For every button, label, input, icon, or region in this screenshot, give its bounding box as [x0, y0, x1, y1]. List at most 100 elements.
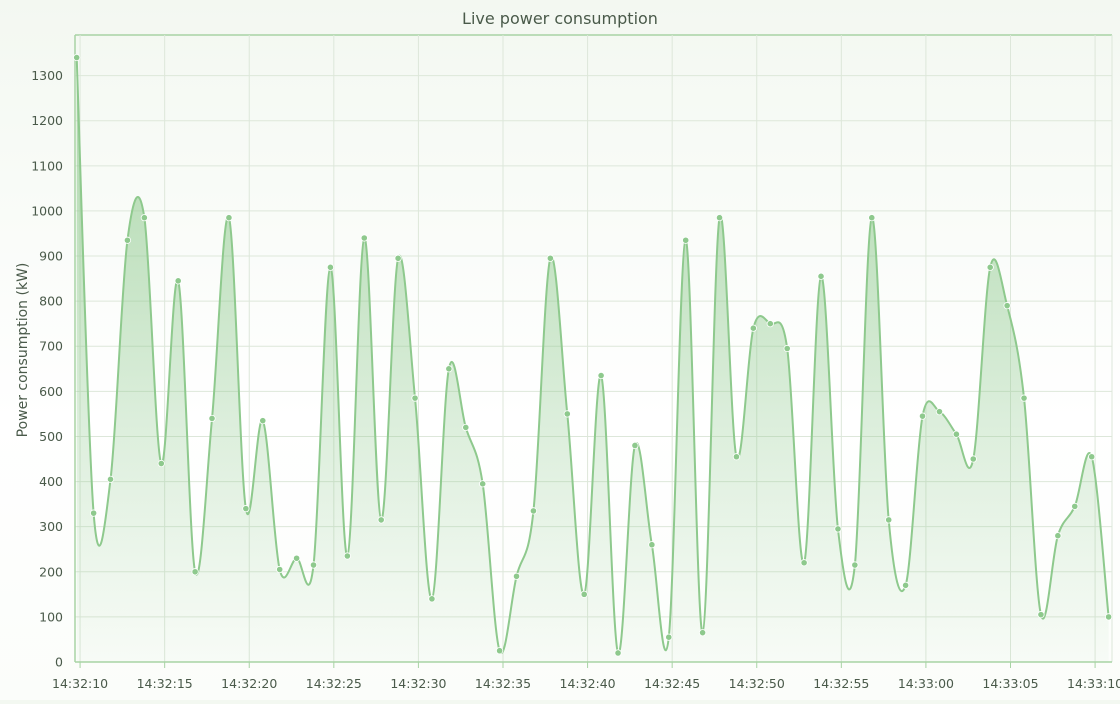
data-point — [242, 505, 250, 513]
data-point — [902, 581, 910, 589]
data-point — [614, 649, 622, 657]
data-point — [123, 236, 132, 244]
y-tick-label: 1200 — [31, 113, 63, 128]
data-point — [106, 475, 115, 483]
x-tick-label: 14:32:10 — [52, 676, 108, 691]
data-point — [800, 559, 808, 567]
data-point — [276, 565, 284, 574]
series-group — [75, 57, 1110, 662]
data-point — [969, 455, 977, 463]
x-tick-label: 14:32:15 — [137, 676, 193, 691]
data-point — [766, 320, 774, 328]
data-point — [191, 568, 199, 576]
x-tick-label: 14:32:20 — [221, 676, 277, 691]
y-tick-label: 1000 — [31, 203, 63, 218]
y-tick-label: 900 — [39, 249, 63, 264]
data-points — [73, 53, 1113, 657]
y-tick-label: 700 — [39, 339, 63, 354]
data-point — [411, 394, 419, 402]
data-point — [394, 254, 402, 262]
data-point — [428, 595, 436, 603]
data-point — [259, 417, 267, 425]
data-point — [90, 509, 98, 517]
x-tick-label: 14:32:55 — [813, 676, 869, 691]
data-point — [851, 561, 859, 569]
data-point — [580, 590, 588, 598]
data-point — [783, 344, 791, 353]
y-tick-label: 100 — [39, 609, 63, 624]
data-point — [699, 629, 707, 637]
y-axis: 0 100 200 300 400 500 600 700 800 900 1000 1100 1200… — [31, 35, 76, 670]
data-point — [360, 234, 368, 242]
y-tick-label: 800 — [39, 294, 63, 309]
data-point — [1088, 453, 1096, 461]
data-point — [140, 214, 148, 222]
data-point — [1020, 394, 1028, 402]
data-point — [885, 516, 893, 524]
data-point — [563, 410, 571, 418]
y-tick-label: 500 — [39, 429, 63, 444]
x-tick-label: 14:33:05 — [982, 676, 1038, 691]
data-point — [174, 277, 182, 285]
data-point — [343, 552, 351, 560]
y-axis-label: Power consumption (kW) — [15, 263, 31, 438]
data-point — [293, 554, 301, 562]
data-point — [1037, 611, 1045, 619]
data-point — [208, 414, 216, 423]
x-tick-label: 14:32:50 — [729, 676, 785, 691]
y-tick-label: 600 — [39, 384, 63, 399]
series-area-fill — [76, 57, 1109, 662]
data-point — [732, 453, 741, 461]
data-point — [597, 371, 605, 380]
data-point — [225, 214, 233, 222]
data-point — [479, 480, 487, 488]
x-tick-label: 14:33:00 — [898, 676, 954, 691]
data-point — [834, 525, 842, 533]
series-power — [75, 57, 1110, 662]
data-point — [309, 561, 318, 569]
data-point — [445, 365, 453, 373]
data-point — [1054, 532, 1062, 540]
data-point — [1003, 302, 1011, 310]
y-tick-label: 200 — [39, 564, 63, 579]
series-line — [75, 57, 1110, 655]
data-point — [952, 430, 960, 438]
data-point — [326, 263, 335, 271]
x-tick-label: 14:32:35 — [475, 676, 531, 691]
y-tick-label: 1300 — [31, 68, 63, 83]
x-tick-label: 14:32:40 — [560, 676, 616, 691]
y-tick-label: 1100 — [31, 158, 63, 173]
x-tick-label: 14:32:45 — [644, 676, 700, 691]
data-point — [631, 441, 639, 450]
data-point — [1071, 502, 1079, 510]
x-axis: 14:32:10 14:32:15 14:32:20 14:32:25 14:32:30… — [52, 661, 1120, 691]
x-tick-label: 14:32:25 — [306, 676, 362, 691]
data-point — [529, 507, 538, 515]
chart-title: Live power consumption — [462, 9, 658, 28]
data-point — [1105, 613, 1113, 621]
data-point — [918, 412, 927, 420]
data-point — [935, 408, 944, 416]
x-tick-label: 14:32:30 — [390, 676, 446, 691]
y-tick-label: 0 — [55, 655, 63, 670]
x-tick-label: 14:33:10 — [1067, 676, 1120, 691]
data-point — [868, 214, 876, 222]
data-point — [986, 263, 994, 271]
y-tick-label: 400 — [39, 474, 63, 489]
data-point — [73, 53, 81, 62]
data-point — [648, 541, 656, 549]
data-point — [546, 254, 554, 262]
data-point — [496, 647, 504, 655]
data-point — [817, 272, 825, 280]
data-point — [749, 324, 757, 332]
y-tick-label: 300 — [39, 519, 63, 534]
data-point — [512, 572, 521, 580]
data-point — [157, 459, 165, 468]
data-point — [715, 214, 724, 222]
data-point — [462, 423, 470, 432]
data-point — [377, 516, 385, 524]
data-point — [665, 633, 673, 641]
data-point — [682, 236, 690, 244]
